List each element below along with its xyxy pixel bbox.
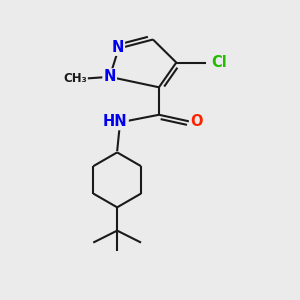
Text: Cl: Cl xyxy=(212,55,227,70)
Text: O: O xyxy=(190,114,203,129)
Text: N: N xyxy=(103,69,116,84)
Text: N: N xyxy=(112,40,124,55)
Text: HN: HN xyxy=(103,114,128,129)
Text: CH₃: CH₃ xyxy=(63,71,87,85)
